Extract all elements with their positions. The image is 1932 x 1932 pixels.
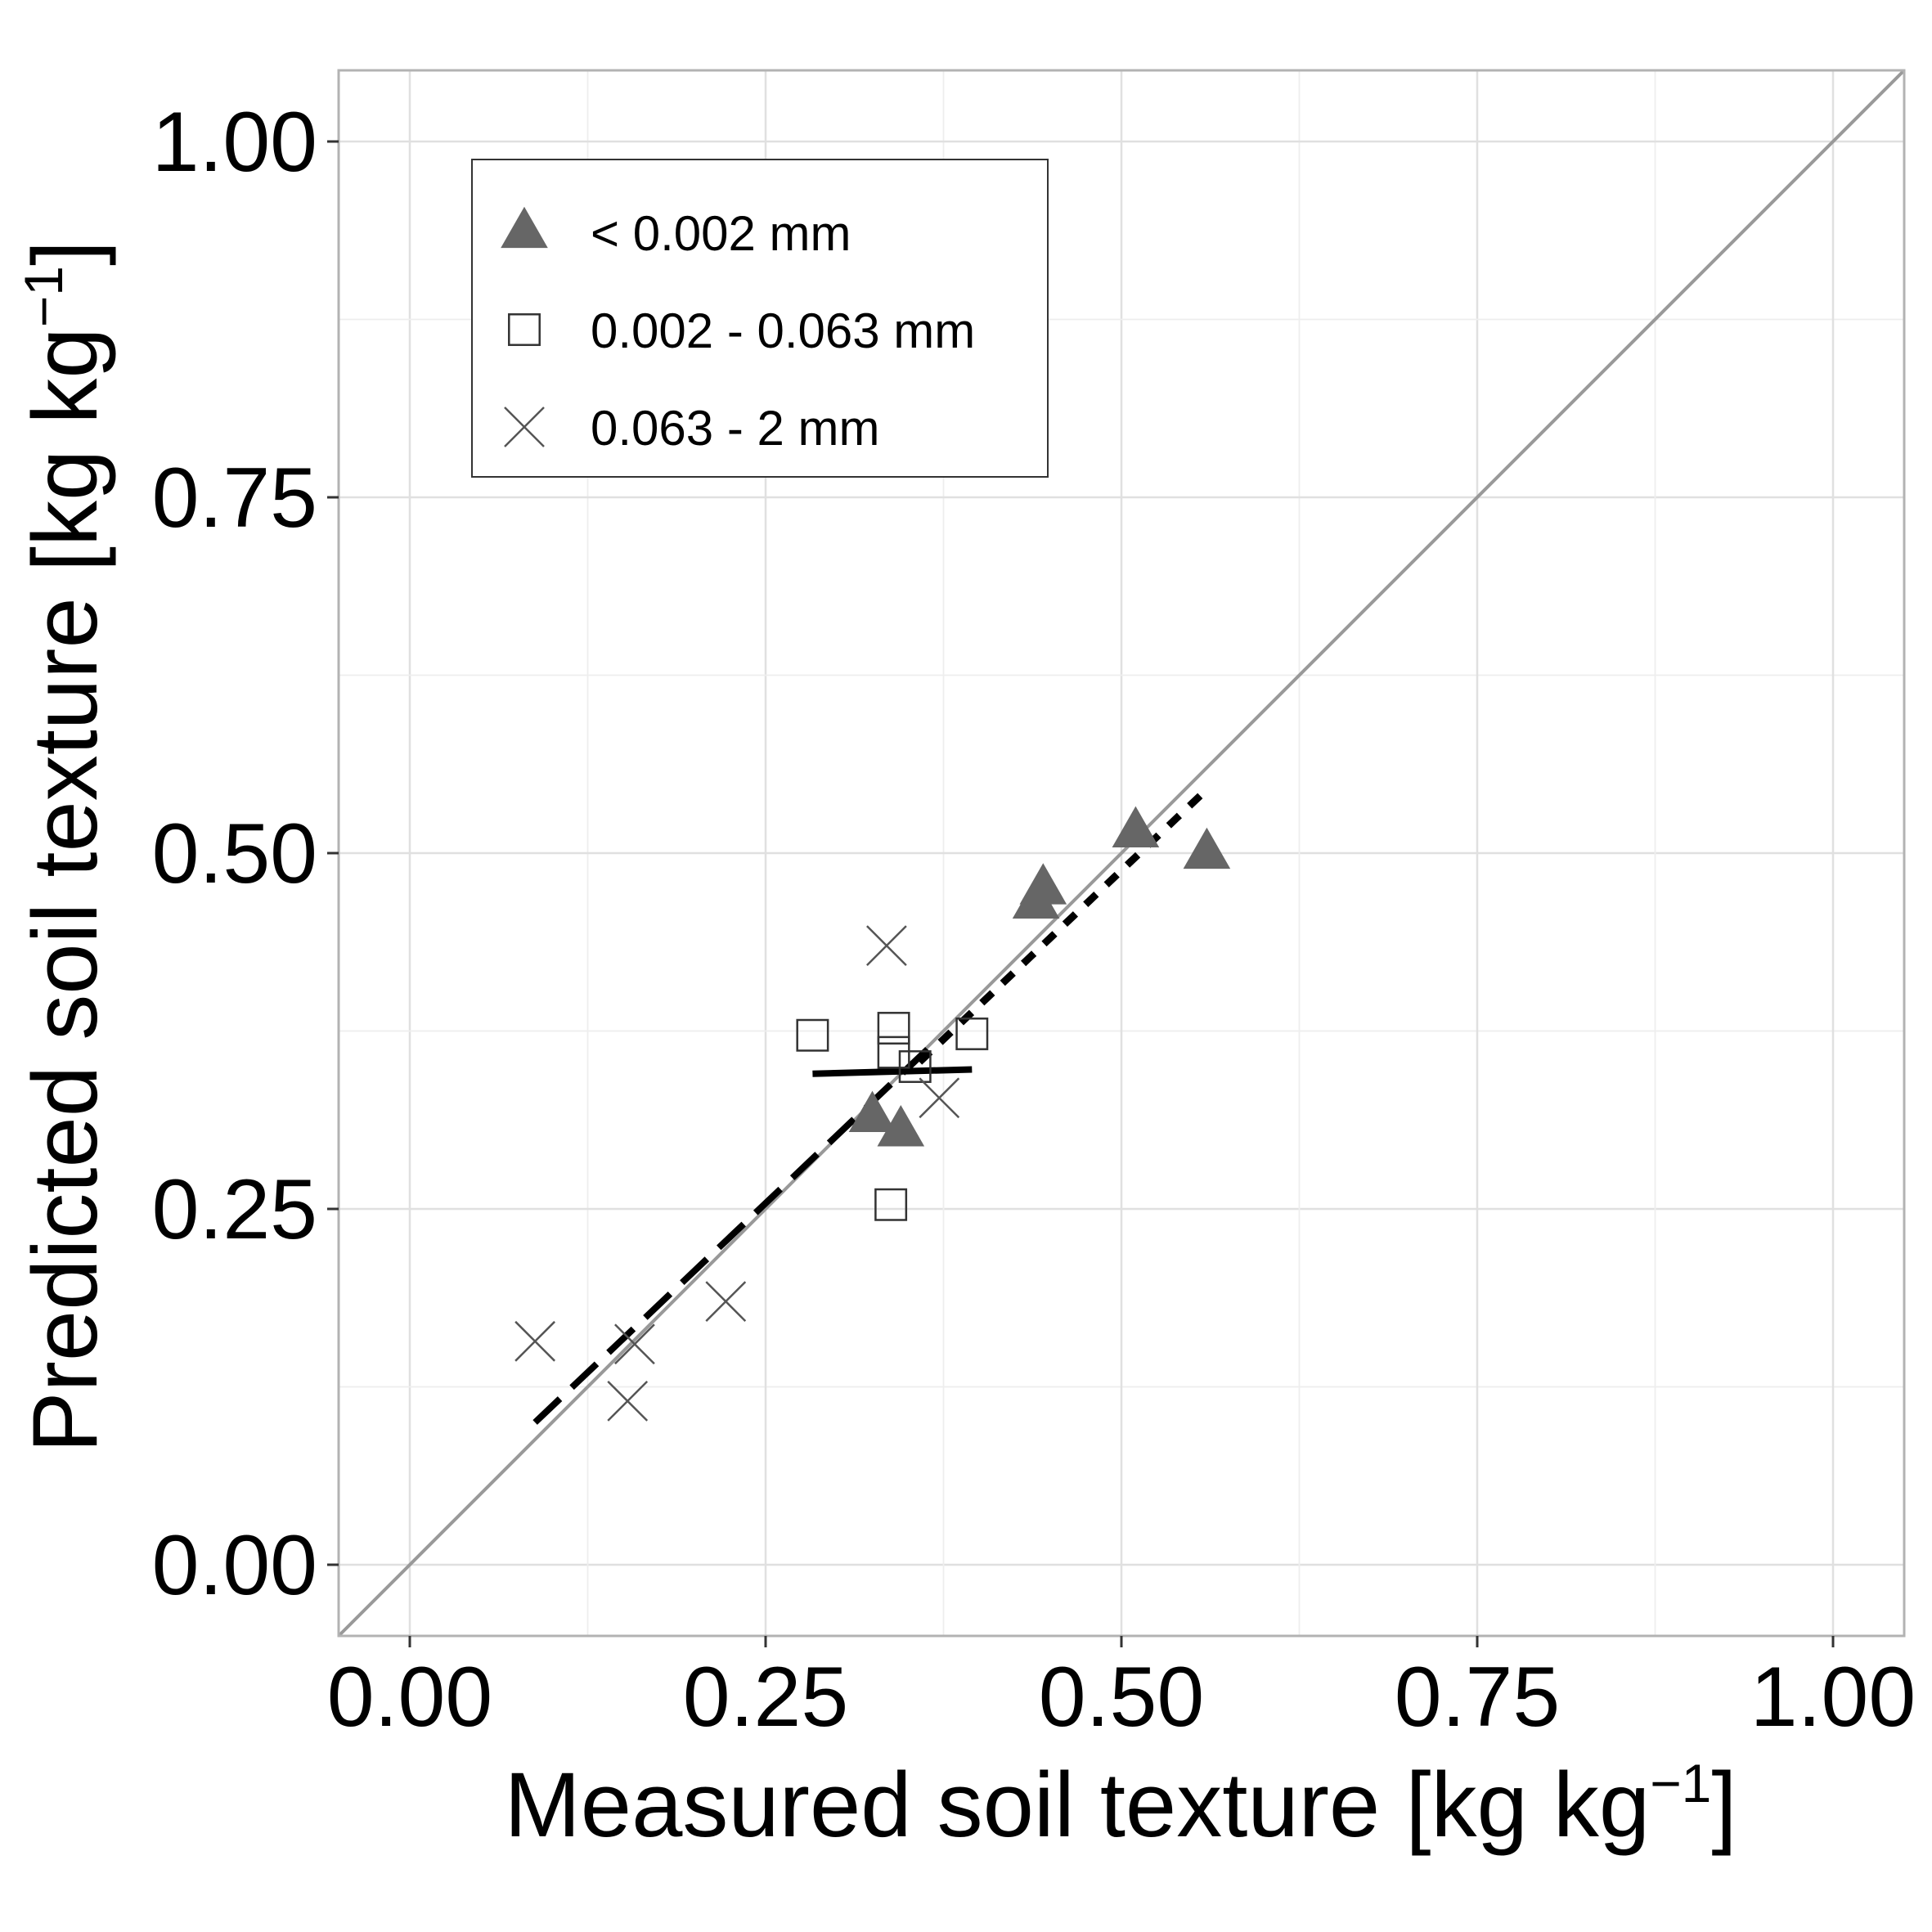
legend-key-series-2 bbox=[504, 407, 545, 447]
y-axis-title-superscript: −1 bbox=[13, 266, 74, 327]
y-tick-label: 0.00 bbox=[152, 1518, 317, 1613]
y-tick-label: 0.25 bbox=[152, 1162, 317, 1257]
x-tick-label: 0.25 bbox=[683, 1650, 848, 1745]
data-point-series-1-2 bbox=[877, 1036, 910, 1069]
fit-line-series-1 bbox=[812, 1066, 973, 1077]
data-point-series-2-2-stroke-b bbox=[614, 1323, 655, 1365]
data-point-series-0-3 bbox=[1019, 863, 1067, 905]
x-axis-title-superscript: −1 bbox=[1650, 1753, 1711, 1813]
data-point-series-2-4 bbox=[866, 925, 907, 966]
legend-label-sand: 0.063 - 2 mm bbox=[591, 401, 879, 456]
data-point-series-2-3-stroke-b bbox=[705, 1281, 747, 1322]
legend-key-series-2-stroke-b bbox=[504, 407, 545, 447]
legend: < 0.002 mm 0.002 - 0.063 mm 0.063 - 2 mm bbox=[471, 159, 1049, 478]
data-point-series-2-0-stroke-b bbox=[514, 1320, 556, 1362]
data-point-series-2-1-stroke-b bbox=[607, 1381, 649, 1422]
grid bbox=[339, 70, 1904, 1636]
data-point-series-2-4-stroke-b bbox=[866, 925, 907, 966]
identity-line bbox=[337, 69, 1906, 1638]
data-point-series-2-2 bbox=[614, 1323, 655, 1365]
x-axis-title-end: ] bbox=[1711, 1754, 1737, 1856]
y-axis-title: Predicted soil texture [kg kg−1] bbox=[13, 240, 116, 1453]
y-tick-label: 1.00 bbox=[152, 95, 317, 190]
x-tick-label: 0.75 bbox=[1395, 1650, 1560, 1745]
data-point-series-0-0 bbox=[848, 1090, 896, 1133]
data-point-series-1-5 bbox=[874, 1188, 908, 1221]
x-tick-label: 0.50 bbox=[1039, 1650, 1204, 1745]
y-tick-label: 0.50 bbox=[152, 806, 317, 901]
data-point-series-0-5 bbox=[1183, 827, 1231, 869]
data-point-series-2-3 bbox=[705, 1281, 747, 1322]
y-tick-label: 0.75 bbox=[152, 451, 317, 546]
x-tick-label: 1.00 bbox=[1750, 1650, 1916, 1745]
x-axis-title: Measured soil texture [kg kg−1] bbox=[504, 1753, 1737, 1856]
data-point-series-1-0 bbox=[796, 1018, 829, 1052]
data-point-series-1-1 bbox=[877, 1012, 910, 1045]
data-point-series-2-0 bbox=[514, 1320, 556, 1362]
data-point-series-1-4 bbox=[955, 1018, 989, 1050]
data-point-series-2-1 bbox=[607, 1381, 649, 1422]
data-point-series-2-5-stroke-b bbox=[919, 1077, 960, 1119]
data-point-series-0-1 bbox=[877, 1105, 925, 1147]
data-point-series-1-3 bbox=[898, 1050, 932, 1083]
data-points bbox=[514, 806, 1231, 1422]
legend-keys bbox=[501, 206, 548, 447]
data-point-series-2-5 bbox=[919, 1077, 960, 1119]
y-axis-title-end: ] bbox=[14, 240, 116, 266]
x-tick-label: 0.00 bbox=[327, 1650, 492, 1745]
x-axis-title-main: Measured soil texture [kg kg bbox=[504, 1754, 1650, 1856]
y-axis-title-main: Predicted soil texture [kg kg bbox=[14, 327, 116, 1453]
legend-key-series-1 bbox=[508, 313, 541, 346]
y-axis-ticks: 0.00 0.25 0.50 0.75 1.00 bbox=[152, 95, 339, 1613]
legend-box bbox=[471, 159, 1049, 478]
legend-label-clay: < 0.002 mm bbox=[591, 206, 851, 261]
fit-line-series-0 bbox=[917, 791, 1206, 1065]
legend-label-silt: 0.002 - 0.063 mm bbox=[591, 303, 975, 358]
fit-line-series-2 bbox=[532, 1036, 942, 1425]
data-point-series-0-4 bbox=[1112, 806, 1160, 848]
x-axis-ticks: 0.00 0.25 0.50 0.75 1.00 bbox=[327, 1636, 1916, 1745]
legend-key-series-0 bbox=[501, 206, 548, 249]
